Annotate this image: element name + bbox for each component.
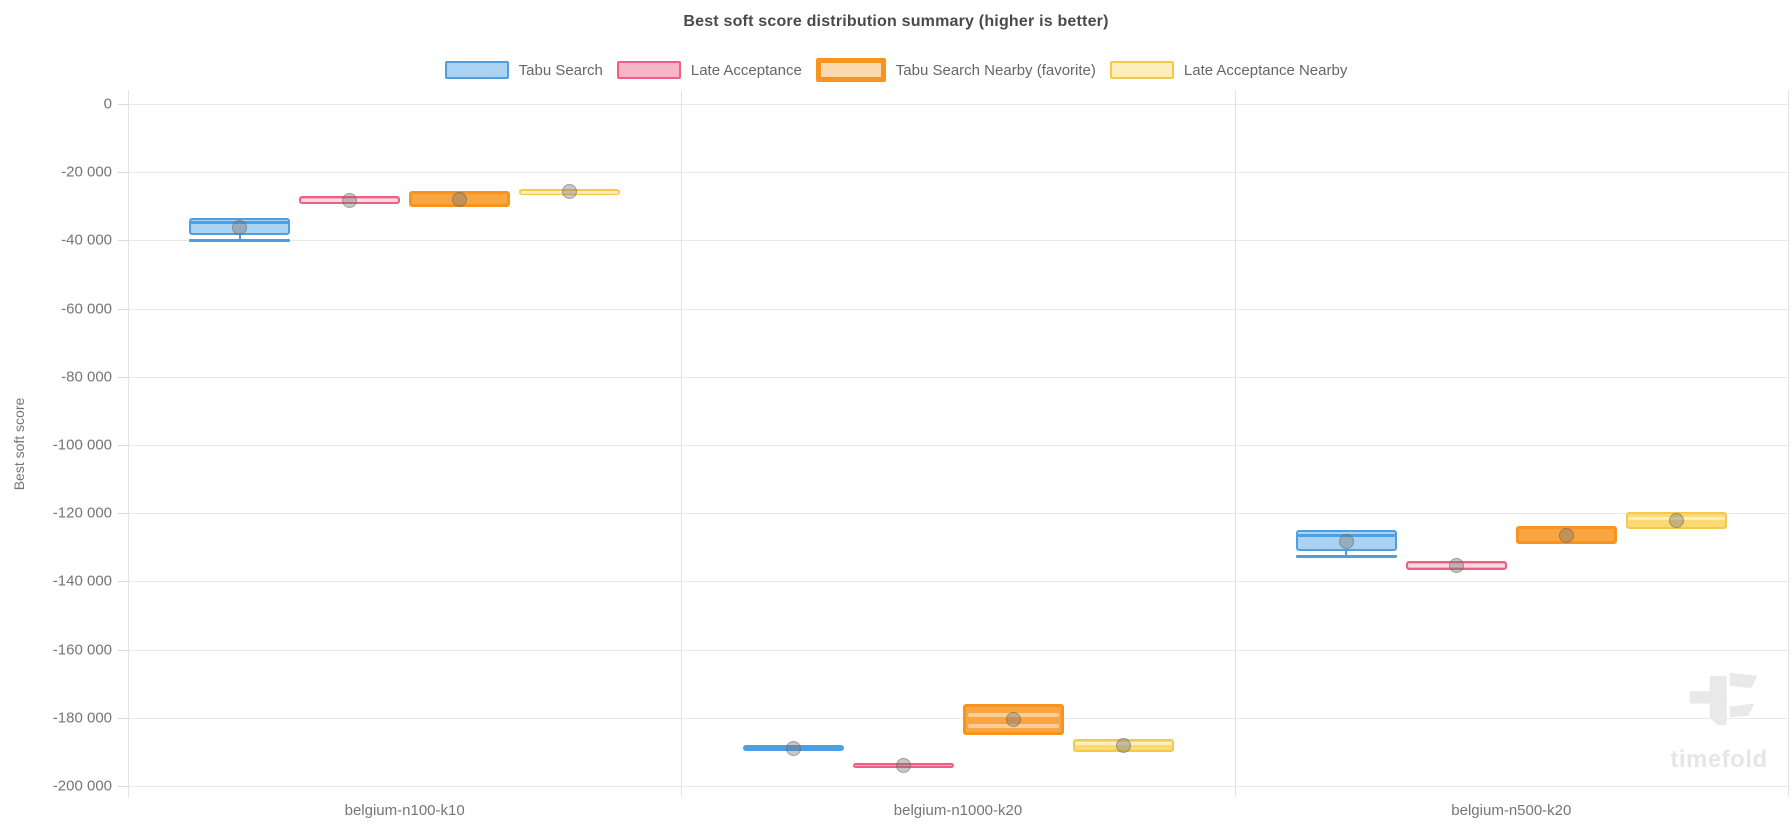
y-tick-label: -80 000	[61, 368, 112, 386]
mean-marker[interactable]	[452, 191, 468, 207]
mean-marker[interactable]	[1338, 533, 1354, 549]
mean-marker[interactable]	[1115, 737, 1131, 753]
grid-line	[128, 513, 1788, 515]
legend-swatch	[616, 61, 681, 79]
mean-marker[interactable]	[342, 192, 358, 208]
legend-item-late-acceptance[interactable]: Late Acceptance	[616, 61, 802, 79]
legend-label: Tabu Search Nearby (favorite)	[895, 61, 1096, 79]
mean-marker[interactable]	[1668, 512, 1684, 528]
category-label: belgium-n1000-k20	[893, 802, 1023, 819]
y-axis-tick	[118, 240, 128, 242]
whisker-cap	[1295, 555, 1397, 559]
legend-item-tabu-search-nearby-favorite[interactable]: Tabu Search Nearby (favorite)	[815, 58, 1096, 82]
timefold-watermark: timefold	[1664, 665, 1774, 774]
whisker-line	[238, 234, 241, 241]
grid-line	[128, 649, 1788, 651]
legend-swatch	[815, 58, 886, 82]
grid-line	[128, 172, 1788, 174]
y-axis-tick	[118, 104, 128, 105]
grid-line	[128, 376, 1788, 378]
grid-line	[128, 786, 1788, 787]
mean-marker[interactable]	[785, 740, 801, 756]
timefold-logo-icon	[1689, 672, 1758, 726]
whisker-line	[1345, 551, 1348, 557]
y-axis-tick	[118, 308, 128, 310]
y-axis-tick	[118, 513, 128, 515]
chart-title: Best soft score distribution summary (hi…	[683, 13, 1109, 30]
category-label: belgium-n100-k10	[344, 802, 465, 819]
grid-line	[128, 240, 1788, 242]
mean-marker[interactable]	[562, 184, 578, 200]
y-tick-label: -200 000	[52, 777, 112, 795]
legend-label: Late Acceptance Nearby	[1183, 61, 1348, 79]
mean-marker[interactable]	[1558, 527, 1574, 543]
whisker-cap	[189, 239, 291, 243]
y-axis-tick	[118, 172, 128, 174]
legend-label: Late Acceptance	[690, 61, 802, 79]
y-tick-label: 0	[103, 95, 112, 113]
y-tick-label: -160 000	[52, 641, 112, 659]
legend-swatch	[1109, 61, 1174, 79]
y-axis-line	[128, 90, 129, 797]
y-tick-label: -140 000	[52, 572, 112, 590]
y-tick-label: -180 000	[52, 709, 112, 727]
legend-swatch	[444, 61, 509, 79]
y-axis-title: Best soft score	[11, 397, 27, 491]
mean-marker[interactable]	[232, 219, 248, 235]
y-axis-tick	[118, 786, 128, 787]
y-axis-tick	[118, 581, 128, 583]
y-axis-tick	[118, 717, 128, 719]
panel-separator-line	[1234, 90, 1236, 797]
panel-separator-line	[1788, 90, 1789, 797]
legend-item-late-acceptance-nearby[interactable]: Late Acceptance Nearby	[1109, 61, 1348, 79]
y-axis-tick	[118, 376, 128, 378]
y-tick-label: -60 000	[61, 300, 112, 318]
grid-line	[128, 308, 1788, 310]
timefold-watermark-text: timefold	[1670, 746, 1768, 773]
y-tick-label: -120 000	[52, 504, 112, 522]
y-tick-label: -20 000	[61, 163, 112, 181]
grid-line	[128, 717, 1788, 719]
legend-item-tabu-search[interactable]: Tabu Search	[444, 61, 603, 79]
mean-marker[interactable]	[895, 758, 911, 774]
legend-label: Tabu Search	[518, 61, 603, 79]
y-axis-tick	[118, 445, 128, 446]
grid-line	[128, 581, 1788, 583]
category-label: belgium-n500-k20	[1451, 802, 1572, 819]
panel-separator-line	[681, 90, 683, 797]
mean-marker[interactable]	[1448, 557, 1464, 573]
y-tick-label: -40 000	[61, 231, 112, 249]
chart-legend: Tabu Search Late Acceptance Tabu Search Ne…	[0, 58, 1792, 82]
y-tick-label: -100 000	[52, 436, 112, 454]
grid-line	[128, 445, 1788, 446]
mean-marker[interactable]	[1005, 712, 1021, 728]
grid-line	[128, 104, 1788, 105]
y-axis-tick	[118, 649, 128, 651]
